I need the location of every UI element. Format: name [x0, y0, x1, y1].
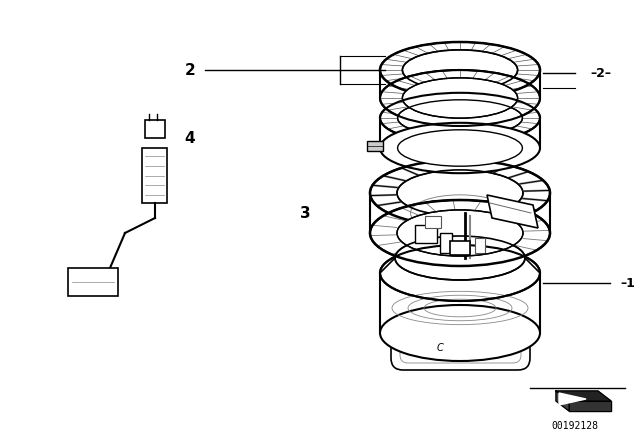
Text: 3: 3 — [300, 206, 310, 220]
Bar — [142, 148, 167, 203]
Ellipse shape — [397, 130, 522, 166]
Ellipse shape — [403, 50, 518, 90]
Ellipse shape — [395, 236, 525, 280]
Ellipse shape — [380, 42, 540, 98]
Text: –1: –1 — [620, 276, 635, 289]
Ellipse shape — [380, 93, 540, 143]
Ellipse shape — [380, 123, 540, 173]
Bar — [367, 141, 383, 151]
Bar — [440, 233, 452, 253]
FancyBboxPatch shape — [391, 316, 530, 370]
Ellipse shape — [370, 200, 550, 266]
Bar — [450, 241, 470, 255]
Polygon shape — [559, 393, 586, 405]
Bar — [475, 238, 485, 253]
Bar — [145, 120, 165, 138]
Bar — [68, 268, 118, 296]
Text: –2–: –2– — [590, 66, 611, 79]
Text: C: C — [436, 343, 444, 353]
Polygon shape — [569, 401, 611, 411]
Bar — [425, 216, 441, 228]
Polygon shape — [487, 195, 538, 228]
Bar — [415, 225, 437, 243]
Ellipse shape — [380, 305, 540, 361]
Polygon shape — [556, 391, 569, 411]
Ellipse shape — [397, 210, 523, 256]
Ellipse shape — [397, 170, 523, 216]
Ellipse shape — [380, 70, 540, 126]
Polygon shape — [556, 391, 611, 401]
Ellipse shape — [397, 100, 522, 136]
Text: 00192128: 00192128 — [552, 421, 598, 431]
Text: 2: 2 — [184, 63, 195, 78]
Text: 4: 4 — [185, 130, 195, 146]
Ellipse shape — [380, 245, 540, 301]
Ellipse shape — [403, 78, 518, 118]
Ellipse shape — [370, 160, 550, 226]
